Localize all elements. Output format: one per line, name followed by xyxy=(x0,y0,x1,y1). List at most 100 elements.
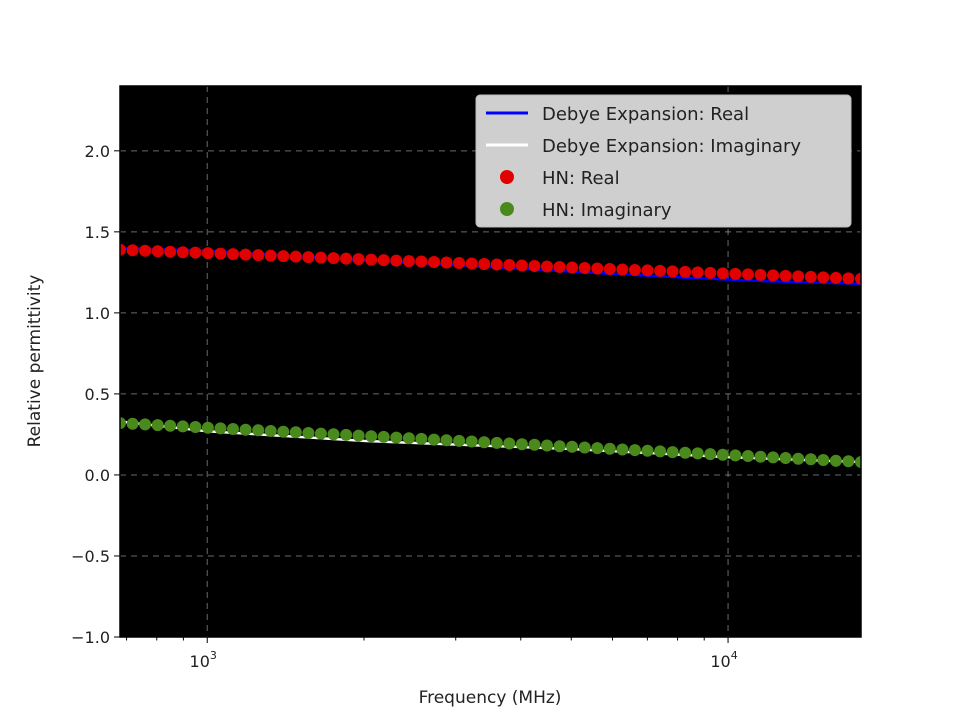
data-point xyxy=(578,262,591,274)
data-point xyxy=(440,256,453,269)
data-point xyxy=(829,271,842,284)
data-point xyxy=(176,246,189,259)
data-point xyxy=(704,448,717,461)
data-point xyxy=(478,258,491,270)
y-tick-label: 0.0 xyxy=(85,466,110,485)
data-point xyxy=(742,450,754,462)
data-point xyxy=(754,268,767,281)
y-tick-label: 1.5 xyxy=(85,223,110,242)
data-point xyxy=(402,432,415,445)
data-point xyxy=(440,434,453,447)
data-point xyxy=(377,254,390,267)
data-point xyxy=(817,454,830,466)
legend-label: HN: Real xyxy=(542,168,620,189)
y-axis: −1.0 −0.5 0.0 0.5 1.0 1.5 2.0 xyxy=(71,142,120,647)
data-point xyxy=(415,432,428,445)
data-point xyxy=(120,417,126,430)
data-point xyxy=(591,262,604,275)
data-point xyxy=(503,437,516,450)
data-point xyxy=(189,246,202,259)
data-point xyxy=(553,261,566,273)
series-layer xyxy=(120,243,861,468)
data-point xyxy=(817,271,830,284)
data-point xyxy=(227,423,239,435)
data-point xyxy=(126,244,139,257)
data-point xyxy=(352,429,365,442)
x-axis: 103 104 xyxy=(126,637,738,671)
data-point xyxy=(515,438,528,451)
data-point xyxy=(729,449,742,462)
data-point xyxy=(804,270,817,283)
data-point xyxy=(289,250,302,263)
data-point xyxy=(666,265,679,278)
data-point xyxy=(189,421,202,433)
data-point xyxy=(855,456,861,468)
data-point xyxy=(377,430,390,443)
data-point xyxy=(566,261,579,274)
data-point xyxy=(390,431,403,444)
x-tick-label: 103 xyxy=(190,649,217,671)
data-point xyxy=(528,260,541,272)
data-point xyxy=(729,267,742,280)
data-point xyxy=(578,441,591,454)
legend-box xyxy=(475,94,852,228)
data-point xyxy=(120,243,126,256)
plot-frame xyxy=(119,85,862,638)
legend-label: Debye Expansion: Imaginary xyxy=(542,136,801,157)
x-axis-label: Frequency (MHz) xyxy=(419,688,562,708)
data-point xyxy=(453,434,466,447)
data-point xyxy=(704,266,717,279)
data-point xyxy=(616,443,629,456)
data-point xyxy=(201,421,214,434)
data-point xyxy=(691,447,704,460)
data-point xyxy=(314,251,327,264)
data-point xyxy=(465,257,478,270)
data-point xyxy=(151,419,164,432)
data-point xyxy=(553,440,566,453)
data-point xyxy=(340,252,353,265)
data-point xyxy=(289,426,302,439)
y-tick-label: 2.0 xyxy=(85,142,110,161)
data-point xyxy=(503,259,516,271)
data-point xyxy=(126,417,139,430)
y-tick-label: −0.5 xyxy=(71,547,110,566)
data-point xyxy=(591,442,604,455)
data-point xyxy=(478,436,491,449)
legend-label: Debye Expansion: Real xyxy=(542,104,749,125)
data-point xyxy=(666,446,679,459)
data-point xyxy=(201,247,214,260)
data-point xyxy=(365,253,378,266)
data-point xyxy=(490,436,503,449)
data-point xyxy=(603,442,616,455)
data-point xyxy=(779,269,792,282)
data-point xyxy=(842,455,855,468)
data-point xyxy=(829,454,842,467)
data-point xyxy=(616,263,629,276)
data-point xyxy=(164,245,177,258)
data-point xyxy=(515,259,528,272)
data-point xyxy=(415,255,428,268)
legend-dot-swatch xyxy=(500,202,514,216)
data-point xyxy=(767,269,780,282)
data-point xyxy=(277,425,290,438)
data-point xyxy=(453,257,466,269)
y-axis-label: Relative permittivity xyxy=(25,275,45,448)
data-point xyxy=(641,444,654,457)
data-point xyxy=(390,254,403,267)
data-point xyxy=(239,248,252,261)
data-point xyxy=(428,433,440,446)
data-point xyxy=(679,265,692,278)
data-point xyxy=(842,272,855,285)
data-point xyxy=(327,252,340,265)
data-point xyxy=(428,256,440,268)
data-point xyxy=(264,425,277,437)
data-point xyxy=(490,258,503,271)
legend: Debye Expansion: Real Debye Expansion: Im… xyxy=(475,94,852,228)
data-point xyxy=(804,453,817,466)
data-point xyxy=(214,422,227,435)
y-tick-label: 1.0 xyxy=(85,304,110,323)
data-point xyxy=(716,448,729,461)
data-point xyxy=(679,446,692,459)
legend-label: HN: Imaginary xyxy=(542,200,672,221)
